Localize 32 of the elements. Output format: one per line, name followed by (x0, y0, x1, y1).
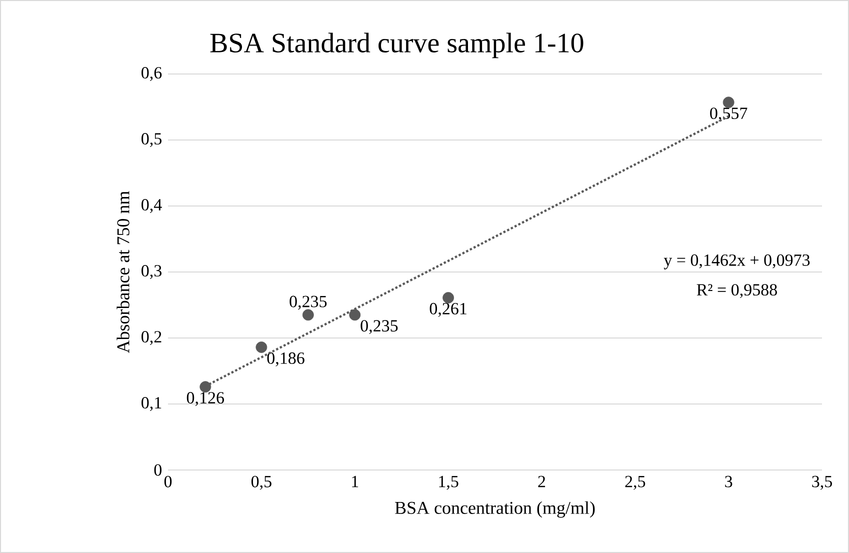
annotation: y = 0,1462x + 0,0973 (664, 254, 810, 270)
x-tick-label: 3,5 (812, 476, 832, 490)
data-label: 0,557 (710, 108, 748, 122)
point (442, 292, 454, 304)
chart-title: BSA Standard curve sample 1-10 (210, 32, 584, 58)
y-tick-label: 0,4 (142, 199, 162, 213)
x-tick-label: 1 (352, 476, 358, 488)
x-tick-label: 1,5 (439, 476, 458, 490)
x-tick-label: 3 (725, 476, 732, 488)
y-tick-label: 0,2 (142, 331, 162, 345)
point (722, 96, 734, 108)
point (302, 309, 314, 321)
x-tick-label: 2,5 (625, 476, 646, 490)
x-tick-label: 2 (538, 476, 546, 488)
y-tick-label: 0,6 (142, 67, 162, 81)
y-tick-label: 0,1 (142, 397, 162, 411)
x-tick-label: 0,5 (251, 476, 272, 490)
data-label: 0,235 (360, 320, 398, 334)
y-tick-label: 0,3 (142, 265, 162, 279)
point (256, 342, 268, 353)
x-tick-label: 0 (164, 476, 172, 488)
y-tick-label: 0 (154, 464, 162, 476)
y-tick-label: 0,5 (142, 133, 162, 147)
x-axis-title: BSA concentration (mg/ml) (395, 501, 595, 518)
point (200, 381, 212, 393)
point (349, 309, 361, 321)
annotation: R² = 0,9588 (696, 284, 777, 298)
y-axis-title: Absorbance at 750 nm (116, 191, 130, 354)
data-label: 0,235 (290, 296, 327, 310)
data-label: 0,261 (430, 302, 466, 317)
data-label: 0,186 (267, 352, 304, 366)
data-label: 0,126 (186, 392, 224, 406)
